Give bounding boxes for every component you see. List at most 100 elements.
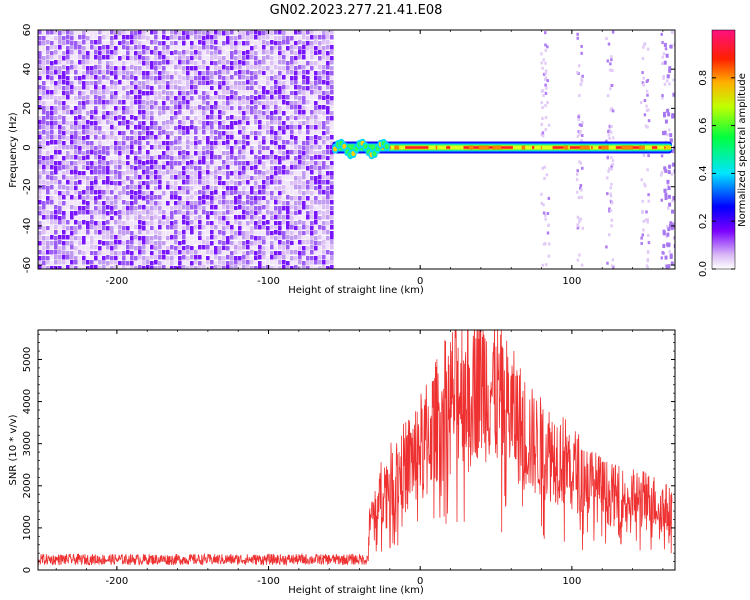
spectrogram-cell xyxy=(58,255,62,260)
spectrogram-cell xyxy=(38,171,42,176)
spectrogram-cell xyxy=(46,175,50,180)
spectrogram-cell xyxy=(50,176,54,181)
spectrogram-cell xyxy=(178,250,182,255)
spectrogram-cell xyxy=(310,150,314,155)
spectrogram-cell xyxy=(214,161,218,166)
spectrogram-cell xyxy=(270,231,274,236)
spectrogram-cell xyxy=(90,181,94,186)
spectrogram-cell xyxy=(46,165,50,170)
spectrogram-cell xyxy=(238,171,242,176)
spectrogram-cell xyxy=(162,176,166,181)
spectrogram-cell xyxy=(306,106,310,111)
spectrogram-cell xyxy=(302,86,306,91)
spectrogram-cell xyxy=(294,250,298,255)
spectrogram-cell xyxy=(266,241,270,246)
spectrogram-cell xyxy=(102,115,106,120)
spectrogram-cell xyxy=(318,266,322,269)
spectrogram-cell xyxy=(262,261,266,266)
spectrogram-cell xyxy=(543,31,547,35)
spectrogram-cell xyxy=(182,226,186,231)
spectrogram-cell xyxy=(306,36,310,41)
spectrogram-cell xyxy=(286,170,290,175)
spectrogram-cell xyxy=(642,228,645,232)
spectrogram-cell xyxy=(214,55,218,60)
spectrogram-cell xyxy=(546,231,550,235)
spectrogram-cell xyxy=(102,241,106,246)
spectrogram-cell xyxy=(114,265,118,269)
spectrogram-cell xyxy=(198,225,202,230)
spectrogram-cell xyxy=(310,95,314,100)
spectrogram-cell xyxy=(544,217,547,221)
spectrogram-cell xyxy=(202,156,206,161)
spectrogram-cell xyxy=(274,85,278,90)
spectrogram-cell xyxy=(326,130,330,135)
spectrogram-cell xyxy=(210,255,214,260)
spectrogram-cell xyxy=(90,255,94,260)
spectrogram-cell xyxy=(222,90,226,95)
spectrogram-cell xyxy=(202,85,206,90)
spectrogram-cell xyxy=(286,40,290,45)
spectrogram-cell xyxy=(102,215,106,220)
spectrogram-cell xyxy=(186,230,190,235)
spectrogram-cell xyxy=(94,95,98,100)
spectrogram-cell xyxy=(310,90,314,95)
spectrogram-cell xyxy=(38,165,42,170)
spectrogram-cell xyxy=(86,141,90,146)
spectrogram-cell xyxy=(230,95,234,100)
spectrogram-cell xyxy=(158,161,162,166)
spectrogram-cell xyxy=(246,211,250,216)
spectrogram-cell xyxy=(234,196,238,201)
spectrogram-cell xyxy=(146,236,150,241)
spectrogram-cell xyxy=(194,96,198,101)
spectrogram-cell xyxy=(150,50,154,55)
spectrogram-cell xyxy=(190,71,194,76)
spectrogram-cell xyxy=(70,36,74,41)
spectrogram-cell xyxy=(78,250,82,255)
spectrogram-cell xyxy=(673,236,675,240)
spectrogram-cell xyxy=(610,125,613,129)
spectrogram-cell xyxy=(90,126,94,131)
spectrogram-cell xyxy=(166,181,170,186)
spectrogram-cell xyxy=(146,96,150,101)
spectrogram-cell xyxy=(170,231,174,236)
spectrogram-cell xyxy=(298,155,302,160)
snr-series-line xyxy=(38,330,673,567)
spectrogram-cell xyxy=(42,110,46,115)
spectrogram-cell xyxy=(146,221,150,226)
spectrogram-cell xyxy=(266,101,270,106)
spectrogram-cell xyxy=(278,160,282,165)
x-tick-label: -200 xyxy=(106,576,129,587)
spectrogram-cell xyxy=(270,241,274,246)
spectrogram-cell xyxy=(294,181,298,186)
spectrogram-cell xyxy=(306,116,310,121)
spectrogram-cell xyxy=(302,181,306,186)
spectrogram-cell xyxy=(290,221,294,226)
spectrogram-cell xyxy=(126,145,130,150)
spectrogram-cell xyxy=(110,36,114,41)
spectrogram-cell xyxy=(278,76,282,81)
spectrogram-cell xyxy=(234,200,238,205)
spectrogram-cell xyxy=(78,201,82,206)
spectrogram-cell xyxy=(210,211,214,216)
spectrogram-cell xyxy=(178,245,182,250)
spectrogram-cell xyxy=(326,215,330,220)
spectrogram-cell xyxy=(238,81,242,86)
spectrogram-cell xyxy=(298,110,302,115)
spectrogram-cell xyxy=(174,210,178,215)
spectrogram-cell xyxy=(134,261,138,266)
spectrogram-cell xyxy=(254,115,258,120)
spectrogram-cell xyxy=(274,215,278,220)
spectrogram-cell xyxy=(226,110,230,115)
spectrogram-cell xyxy=(330,150,334,155)
spectrogram-cell xyxy=(114,186,118,191)
spectrogram-cell xyxy=(106,146,110,151)
spectrogram-cell xyxy=(330,265,334,269)
spectrogram-cell xyxy=(186,140,190,145)
spectrogram-cell xyxy=(544,91,548,95)
spectrogram-cell xyxy=(138,225,142,230)
spectrogram-cell xyxy=(222,65,226,70)
spectrogram-cell xyxy=(158,116,162,121)
spectrogram-cell xyxy=(234,91,238,96)
spectrogram-cell xyxy=(581,121,584,125)
spectrogram-cell xyxy=(70,195,74,200)
